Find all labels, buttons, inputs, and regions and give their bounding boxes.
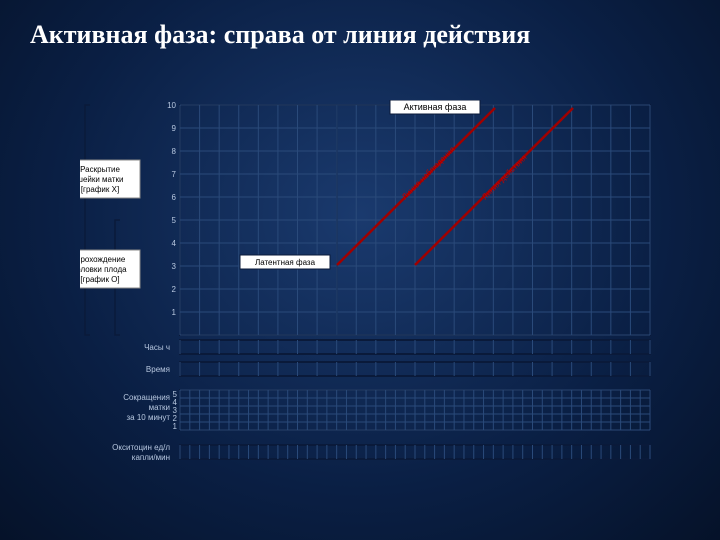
svg-text:10: 10 bbox=[167, 101, 176, 110]
descent-label-2: головки плода bbox=[80, 265, 127, 274]
svg-text:5: 5 bbox=[173, 390, 178, 399]
svg-text:3: 3 bbox=[173, 406, 178, 415]
slide-title: Активная фаза: справа от линия действия bbox=[30, 20, 530, 50]
time-label: Время bbox=[146, 365, 170, 374]
active-phase-label: Активная фаза bbox=[404, 102, 467, 112]
svg-text:4: 4 bbox=[173, 398, 178, 407]
grid-top bbox=[180, 105, 650, 335]
svg-text:1: 1 bbox=[172, 308, 177, 317]
latent-phase-label: Латентная фаза bbox=[255, 258, 316, 267]
cervix-label-2: шейки матки bbox=[80, 175, 123, 184]
cervix-label-3: [график Х] bbox=[81, 185, 119, 194]
y-ticks: 1 2 3 4 5 6 7 8 9 10 bbox=[167, 101, 176, 317]
svg-text:4: 4 bbox=[172, 239, 177, 248]
oxytocin-l2: капли/мин bbox=[132, 453, 170, 462]
svg-text:5: 5 bbox=[172, 216, 177, 225]
svg-text:7: 7 bbox=[172, 170, 177, 179]
cervix-label-1: Раскрытие bbox=[80, 165, 120, 174]
svg-text:3: 3 bbox=[172, 262, 177, 271]
descent-label-3: [график О] bbox=[80, 275, 119, 284]
svg-text:2: 2 bbox=[173, 414, 178, 423]
contractions-l3: за 10 минут bbox=[126, 413, 170, 422]
svg-text:6: 6 bbox=[172, 193, 177, 202]
oxytocin-l1: Окситоцин ед/л bbox=[112, 443, 170, 452]
hours-label: Часы ч bbox=[144, 343, 170, 352]
svg-text:1: 1 bbox=[173, 422, 178, 431]
svg-text:9: 9 bbox=[172, 124, 177, 133]
svg-text:2: 2 bbox=[172, 285, 177, 294]
contractions-l2: матки bbox=[149, 403, 170, 412]
svg-text:8: 8 bbox=[172, 147, 177, 156]
action-line-label: Линия действия bbox=[480, 153, 528, 201]
partogram-chart: Линия наблюдения Линия действия Активная… bbox=[80, 100, 655, 490]
alert-line-label: Линия наблюдения bbox=[400, 145, 457, 202]
descent-label-1: Прохождение bbox=[80, 255, 126, 264]
contractions-l1: Сокращения bbox=[123, 393, 170, 402]
